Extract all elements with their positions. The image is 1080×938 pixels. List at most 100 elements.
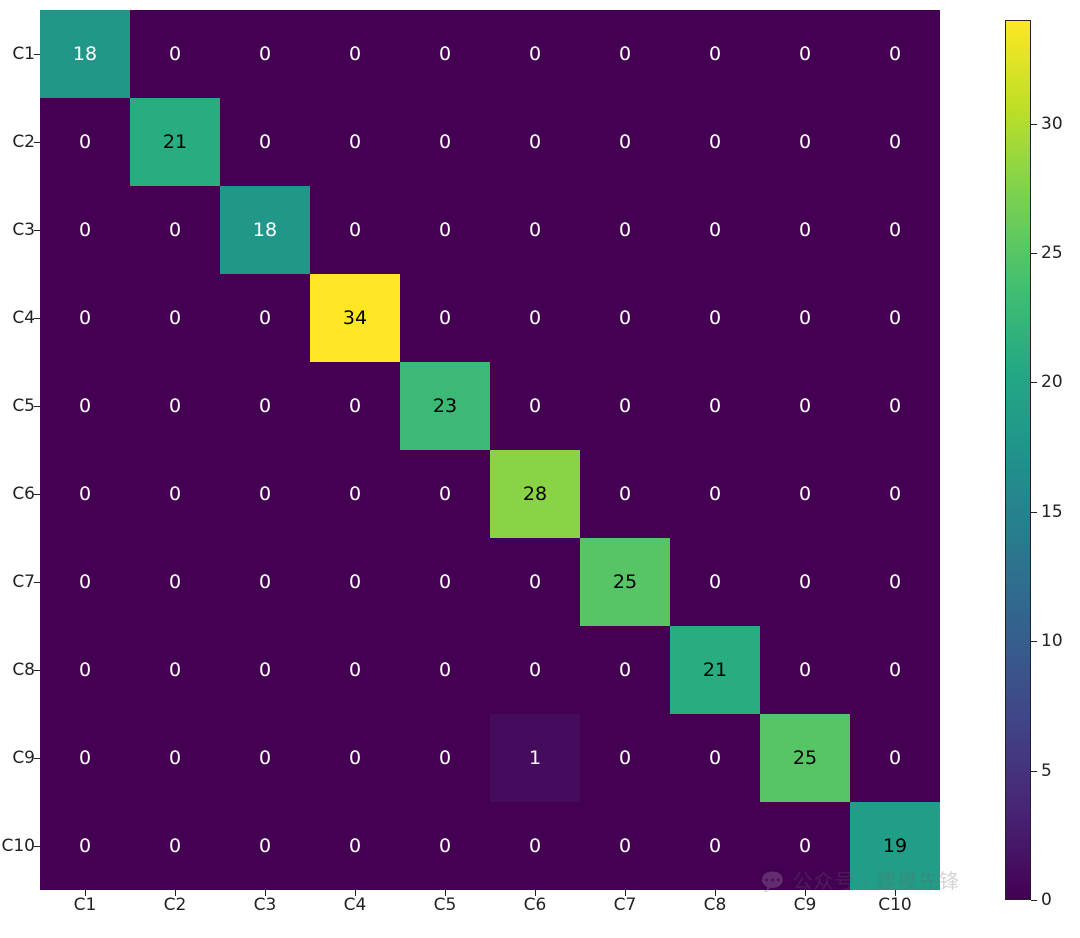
heatmap-cell: 0 [40, 714, 130, 802]
y-axis-label: C3 [0, 186, 35, 274]
heatmap-cell: 0 [220, 626, 310, 714]
heatmap-cell: 0 [670, 186, 760, 274]
heatmap-cell: 0 [760, 626, 850, 714]
heatmap-cell: 0 [490, 538, 580, 626]
heatmap-cell: 0 [580, 802, 670, 890]
heatmap-grid: 1800000000002100000000001800000000003400… [40, 10, 940, 890]
colorbar-tick-label: 5 [1041, 761, 1052, 781]
y-axis-label: C9 [0, 714, 35, 802]
heatmap-cell: 21 [670, 626, 760, 714]
colorbar-tick [1031, 771, 1037, 772]
wechat-icon: 💬 [760, 869, 786, 894]
y-axis-label: C7 [0, 538, 35, 626]
heatmap-cell: 0 [670, 274, 760, 362]
x-axis-label: C2 [130, 895, 220, 925]
x-axis-label: C5 [400, 895, 490, 925]
heatmap-cell: 0 [400, 802, 490, 890]
colorbar-tick [1031, 253, 1037, 254]
colorbar: 051015202530 [1005, 20, 1080, 900]
heatmap-cell: 0 [400, 714, 490, 802]
heatmap-cell: 0 [40, 450, 130, 538]
heatmap-cell: 0 [40, 274, 130, 362]
x-axis-tick [535, 890, 536, 896]
heatmap-cell: 23 [400, 362, 490, 450]
heatmap-cell: 0 [760, 186, 850, 274]
y-axis-label: C4 [0, 274, 35, 362]
heatmap-cell: 0 [220, 362, 310, 450]
heatmap-cell: 0 [130, 186, 220, 274]
heatmap-cell: 34 [310, 274, 400, 362]
heatmap-cell: 0 [400, 626, 490, 714]
colorbar-tick [1031, 512, 1037, 513]
heatmap-cell: 0 [220, 802, 310, 890]
x-axis-tick [265, 890, 266, 896]
colorbar-tick-label: 15 [1041, 502, 1063, 522]
colorbar-gradient [1005, 20, 1031, 900]
heatmap-cell: 0 [310, 538, 400, 626]
heatmap-cell: 0 [40, 362, 130, 450]
heatmap-cell: 0 [220, 98, 310, 186]
x-axis-labels: C1C2C3C4C5C6C7C8C9C10 [40, 895, 940, 925]
heatmap-cell: 0 [130, 626, 220, 714]
heatmap-cell: 0 [400, 450, 490, 538]
heatmap-cell: 0 [310, 802, 400, 890]
heatmap-cell: 0 [850, 186, 940, 274]
heatmap-cell: 0 [310, 186, 400, 274]
heatmap-cell: 0 [490, 186, 580, 274]
heatmap-cell: 0 [580, 626, 670, 714]
colorbar-tick-label: 0 [1041, 890, 1052, 910]
heatmap-cell: 0 [130, 538, 220, 626]
y-axis-label: C10 [0, 802, 35, 890]
colorbar-tick [1031, 124, 1037, 125]
x-axis-label: C10 [850, 895, 940, 925]
colorbar-tick-label: 10 [1041, 631, 1063, 651]
y-axis-label: C5 [0, 362, 35, 450]
heatmap-cell: 0 [580, 98, 670, 186]
heatmap-cell: 0 [310, 626, 400, 714]
heatmap-cell: 0 [40, 98, 130, 186]
heatmap-cell: 18 [220, 186, 310, 274]
heatmap-cell: 0 [220, 538, 310, 626]
colorbar-tick [1031, 382, 1037, 383]
heatmap-cell: 0 [130, 802, 220, 890]
heatmap-cell: 0 [130, 362, 220, 450]
x-axis-tick [85, 890, 86, 896]
x-axis-label: C9 [760, 895, 850, 925]
heatmap-cell: 0 [850, 626, 940, 714]
heatmap-cell: 0 [670, 802, 760, 890]
x-axis-tick [625, 890, 626, 896]
heatmap-cell: 0 [220, 274, 310, 362]
heatmap-cell: 0 [850, 362, 940, 450]
heatmap-cell: 0 [850, 10, 940, 98]
x-axis-label: C6 [490, 895, 580, 925]
heatmap-cell: 0 [310, 98, 400, 186]
heatmap-cell: 0 [670, 450, 760, 538]
y-axis-labels: C1C2C3C4C5C6C7C8C9C10 [0, 10, 35, 890]
heatmap-cell: 0 [850, 98, 940, 186]
watermark-text: 公众号 · 建模先锋 [792, 871, 960, 893]
heatmap-cell: 0 [670, 714, 760, 802]
heatmap-cell: 0 [850, 714, 940, 802]
x-axis-label: C4 [310, 895, 400, 925]
heatmap-cell: 0 [490, 362, 580, 450]
heatmap-cell: 0 [580, 274, 670, 362]
heatmap-cell: 0 [490, 98, 580, 186]
colorbar-tick-label: 30 [1041, 114, 1063, 134]
heatmap-cell: 0 [760, 450, 850, 538]
heatmap-cell: 0 [850, 274, 940, 362]
heatmap-area: C1C2C3C4C5C6C7C8C9C10 180000000000210000… [40, 10, 940, 890]
heatmap-cell: 0 [580, 186, 670, 274]
heatmap-cell: 0 [490, 802, 580, 890]
heatmap-cell: 0 [760, 10, 850, 98]
heatmap-cell: 21 [130, 98, 220, 186]
heatmap-cell: 0 [490, 10, 580, 98]
confusion-matrix-chart: C1C2C3C4C5C6C7C8C9C10 180000000000210000… [40, 10, 1040, 930]
x-axis-label: C3 [220, 895, 310, 925]
heatmap-cell: 25 [760, 714, 850, 802]
heatmap-cell: 0 [670, 538, 760, 626]
y-axis-label: C2 [0, 98, 35, 186]
heatmap-cell: 0 [400, 538, 490, 626]
y-axis-label: C1 [0, 10, 35, 98]
x-axis-label: C7 [580, 895, 670, 925]
heatmap-cell: 18 [40, 10, 130, 98]
